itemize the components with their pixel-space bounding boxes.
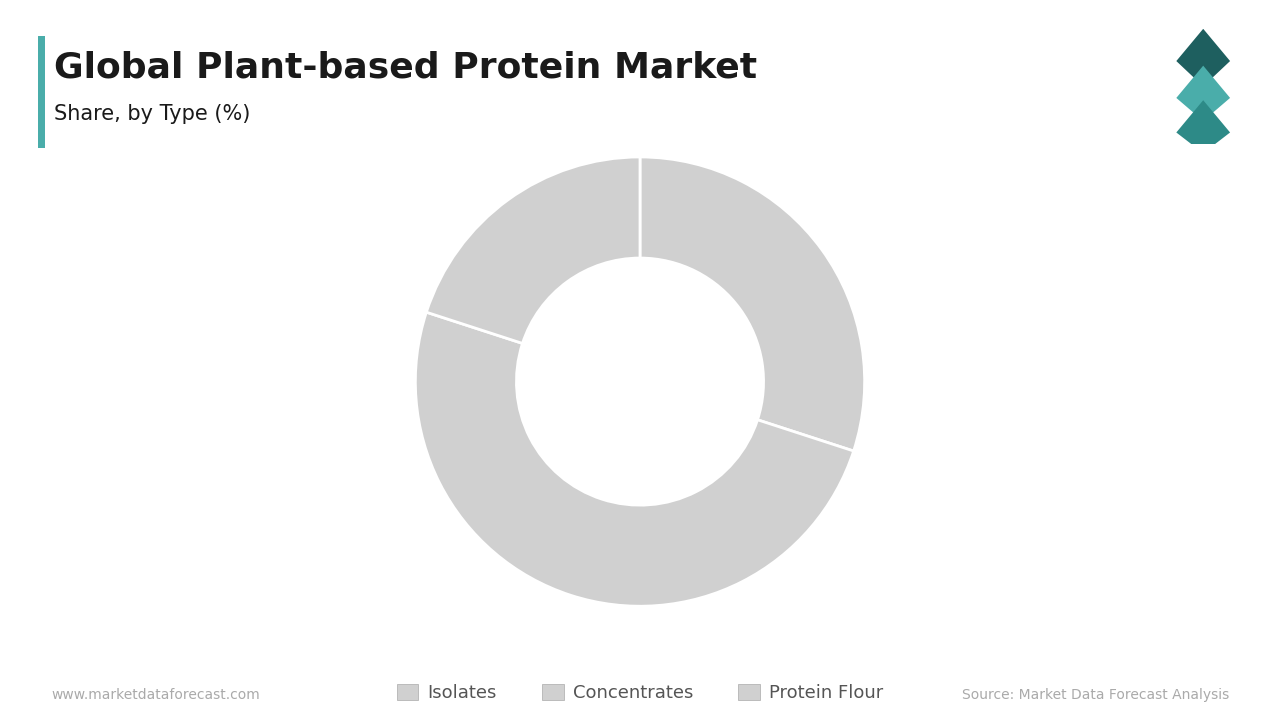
Wedge shape — [416, 312, 854, 606]
Text: www.marketdataforecast.com: www.marketdataforecast.com — [51, 688, 260, 702]
Text: Source: Market Data Forecast Analysis: Source: Market Data Forecast Analysis — [961, 688, 1229, 702]
Wedge shape — [426, 157, 640, 343]
Legend: Isolates, Concentrates, Protein Flour: Isolates, Concentrates, Protein Flour — [389, 677, 891, 709]
Polygon shape — [1176, 66, 1230, 121]
Polygon shape — [1176, 100, 1230, 153]
Polygon shape — [1176, 29, 1230, 86]
Text: Global Plant-based Protein Market: Global Plant-based Protein Market — [54, 50, 756, 84]
Text: Share, by Type (%): Share, by Type (%) — [54, 104, 250, 125]
Wedge shape — [640, 157, 864, 451]
